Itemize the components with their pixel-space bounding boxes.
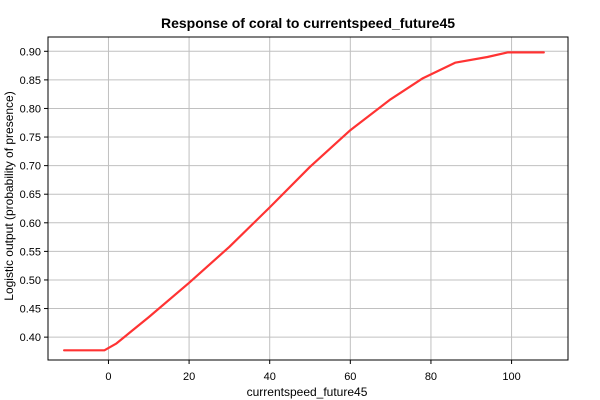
chart-title: Response of coral to currentspeed_future… [161,15,455,31]
y-tick-label: 0.80 [20,103,41,115]
y-tick-label: 0.90 [20,46,41,58]
x-tick-label: 20 [183,371,195,383]
plot-frame [47,36,569,361]
y-tick-label: 0.50 [20,275,41,287]
x-tick-label: 40 [264,371,276,383]
y-tick-label: 0.85 [20,75,41,87]
x-axis-label: currentspeed_future45 [247,385,368,399]
y-tick-label: 0.45 [20,304,41,316]
y-tick-label: 0.40 [20,332,41,344]
y-tick-label: 0.70 [20,161,41,173]
x-tick-label: 80 [425,371,437,383]
y-tick-label: 0.65 [20,189,41,201]
y-tick-label: 0.60 [20,218,41,230]
x-tick-label: 100 [502,371,520,383]
y-tick-label: 0.55 [20,246,41,258]
y-tick-label: 0.75 [20,132,41,144]
x-tick-label: 0 [105,371,111,383]
series-layer [62,51,545,352]
response-curve [62,51,545,352]
ticks: 0 20 40 60 80 100 0.40 0.45 0.50 0.55 0.60 0.65 0.70… [20,46,521,383]
grid [48,37,568,360]
y-axis-label: Logistic output (probability of presence… [2,91,16,300]
x-tick-label: 60 [344,371,356,383]
